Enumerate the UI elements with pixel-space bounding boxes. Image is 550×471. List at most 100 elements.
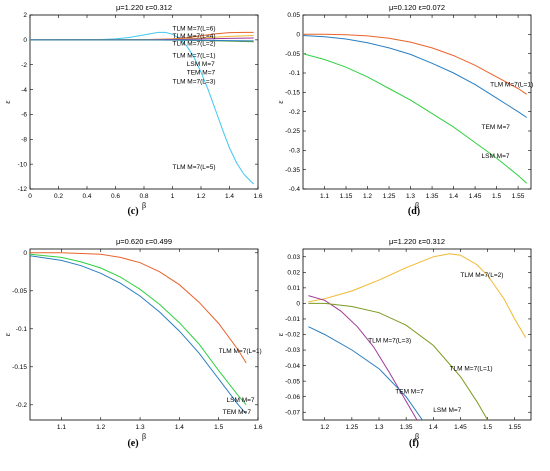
y-tick-label: -0.05: [285, 51, 300, 58]
series-annotation: LSM M=7: [187, 61, 215, 68]
series-annotation: TLM M=7(L=6): [173, 26, 216, 33]
series-annotation: TLM M=7(L=1): [219, 348, 262, 355]
chart-panel-c: 0 0.2 0.4 0.6 0.8 1 1.2 1.4 1.6 2 0 -2 -4 -6 -8 -10 -12 μ…: [3, 3, 263, 217]
series-line-tem-m-7: [30, 255, 247, 415]
series-annotation: TEM M=7: [187, 70, 216, 77]
x-axis-label: β: [415, 432, 419, 441]
x-tick-label: 1.55: [508, 424, 521, 431]
y-tick-label: -0.4: [289, 186, 301, 193]
series-line-tlm-m-7-l-4-: [30, 35, 254, 41]
x-tick-label: 1.15: [340, 193, 353, 200]
x-tick-label: 1.5: [483, 424, 492, 431]
series-annotation: TEM M=7: [395, 389, 424, 396]
chart-title: μ=0.120 ε=0.072: [389, 3, 445, 12]
y-tick-label: -0.03: [285, 347, 300, 354]
x-axis-label: β: [142, 201, 146, 210]
y-tick-label: -0.01: [285, 316, 300, 323]
x-tick-label: 0.2: [54, 193, 63, 200]
series-annotation: TLM M=7(L=5): [173, 164, 216, 171]
panel-caption: (f): [409, 438, 419, 449]
x-tick-label: 1.3: [406, 193, 415, 200]
chart-title: μ=1.220 ε=0.312: [116, 3, 172, 12]
y-tick-label: -0.02: [285, 332, 300, 339]
y-axis-label: ε: [3, 100, 12, 104]
y-tick-label: -12: [18, 186, 28, 193]
y-tick-label: 0: [23, 37, 27, 44]
y-tick-label: -0.35: [285, 167, 300, 174]
x-tick-label: 1.55: [512, 193, 525, 200]
x-tick-label: 1.45: [469, 193, 482, 200]
series-line-tem-m-7: [308, 326, 423, 420]
y-tick-label: -0.04: [285, 363, 300, 370]
series-annotation: LSM M=7: [227, 397, 255, 404]
series-line-tlm-m-7-l-1-: [308, 302, 489, 420]
y-tick-label: 0.01: [287, 285, 300, 292]
chart-panel-f: 1.2 1.25 1.3 1.35 1.4 1.45 1.5 1.55 0.03 0.02 0.01…: [276, 237, 532, 449]
series-line-tlm-m-7-l-2-: [308, 253, 527, 338]
panel-caption: (c): [127, 206, 138, 217]
x-tick-label: 1.6: [253, 424, 262, 431]
y-tick-label: -4: [21, 87, 27, 94]
x-tick-label: 1.25: [346, 424, 359, 431]
series-line-tlm-m-7-l-1-: [30, 252, 247, 364]
series-annotation: TLM M=7(L=2): [173, 40, 216, 47]
y-tick-label: -0.15: [12, 364, 27, 371]
x-tick-label: 1.4: [175, 424, 184, 431]
y-tick-label: -0.1: [16, 326, 28, 333]
y-tick-label: -0.15: [285, 90, 300, 97]
series-annotation: TLM M=7(L=3): [368, 337, 411, 344]
y-axis-label: ε: [3, 332, 12, 336]
y-tick-label: -2: [21, 62, 27, 69]
series-line-lsm-m-7: [30, 253, 247, 406]
y-tick-label: -0.05: [285, 378, 300, 385]
x-tick-label: 1.45: [454, 424, 467, 431]
y-tick-label: -0.25: [285, 128, 300, 135]
y-tick-label: 0.03: [287, 254, 300, 261]
x-tick-label: 1.6: [253, 193, 262, 200]
series-annotation: TEM M=7: [223, 409, 252, 416]
y-tick-label: -0.06: [285, 394, 300, 401]
series-line-tlm-m-7-l-1-: [303, 33, 527, 95]
y-axis-label: ε: [276, 332, 285, 336]
y-tick-label: 0.05: [287, 12, 300, 19]
series-annotation: TLM M=7(L=1): [450, 365, 493, 372]
y-tick-label: -0.2: [16, 402, 28, 409]
x-tick-label: 1.1: [57, 424, 66, 431]
series-line-tem-m-7: [303, 35, 527, 118]
x-tick-label: 1.1: [320, 193, 329, 200]
y-tick-label: 0.02: [287, 270, 300, 277]
y-tick-label: 0: [23, 250, 27, 257]
x-tick-label: 1.4: [225, 193, 234, 200]
series-annotation: TLM M=7(L=4): [173, 33, 216, 40]
y-tick-label: -6: [21, 112, 27, 119]
series-line-lsm-m-7: [303, 53, 528, 184]
plot-frame: [29, 248, 259, 421]
series-annotation: TLM M=7(L=2): [460, 272, 503, 279]
series-line-tlm-m-7-l-3-: [308, 295, 418, 420]
y-tick-label: -10: [18, 161, 28, 168]
y-tick-label: -0.07: [285, 409, 300, 416]
plot-frame: [302, 14, 532, 190]
y-tick-label: 0: [296, 301, 300, 308]
y-tick-label: -0.2: [289, 109, 301, 116]
x-axis-label: β: [415, 201, 419, 210]
x-tick-label: 0.4: [82, 193, 91, 200]
x-tick-label: 1.35: [400, 424, 413, 431]
panel-caption: (d): [408, 206, 420, 217]
x-tick-label: 1.35: [426, 193, 439, 200]
y-axis-label: ε: [276, 100, 285, 104]
x-tick-label: 0.8: [139, 193, 148, 200]
x-tick-label: 0.6: [111, 193, 120, 200]
x-tick-label: 1.2: [196, 193, 205, 200]
series-annotation: LSM M=7: [482, 153, 510, 160]
x-tick-label: 1.2: [363, 193, 372, 200]
x-tick-label: 1.4: [429, 424, 438, 431]
series-line-tlm-m-7-l-5-: [30, 31, 255, 185]
x-tick-label: 1.2: [96, 424, 105, 431]
series-annotation: TEM M=7: [482, 124, 511, 131]
chart-title: μ=0.620 ε=0.499: [116, 237, 172, 246]
y-tick-label: 2: [23, 12, 27, 19]
series-annotation: TLM M=7(L=3): [173, 78, 216, 85]
x-tick-label: 1.3: [136, 424, 145, 431]
